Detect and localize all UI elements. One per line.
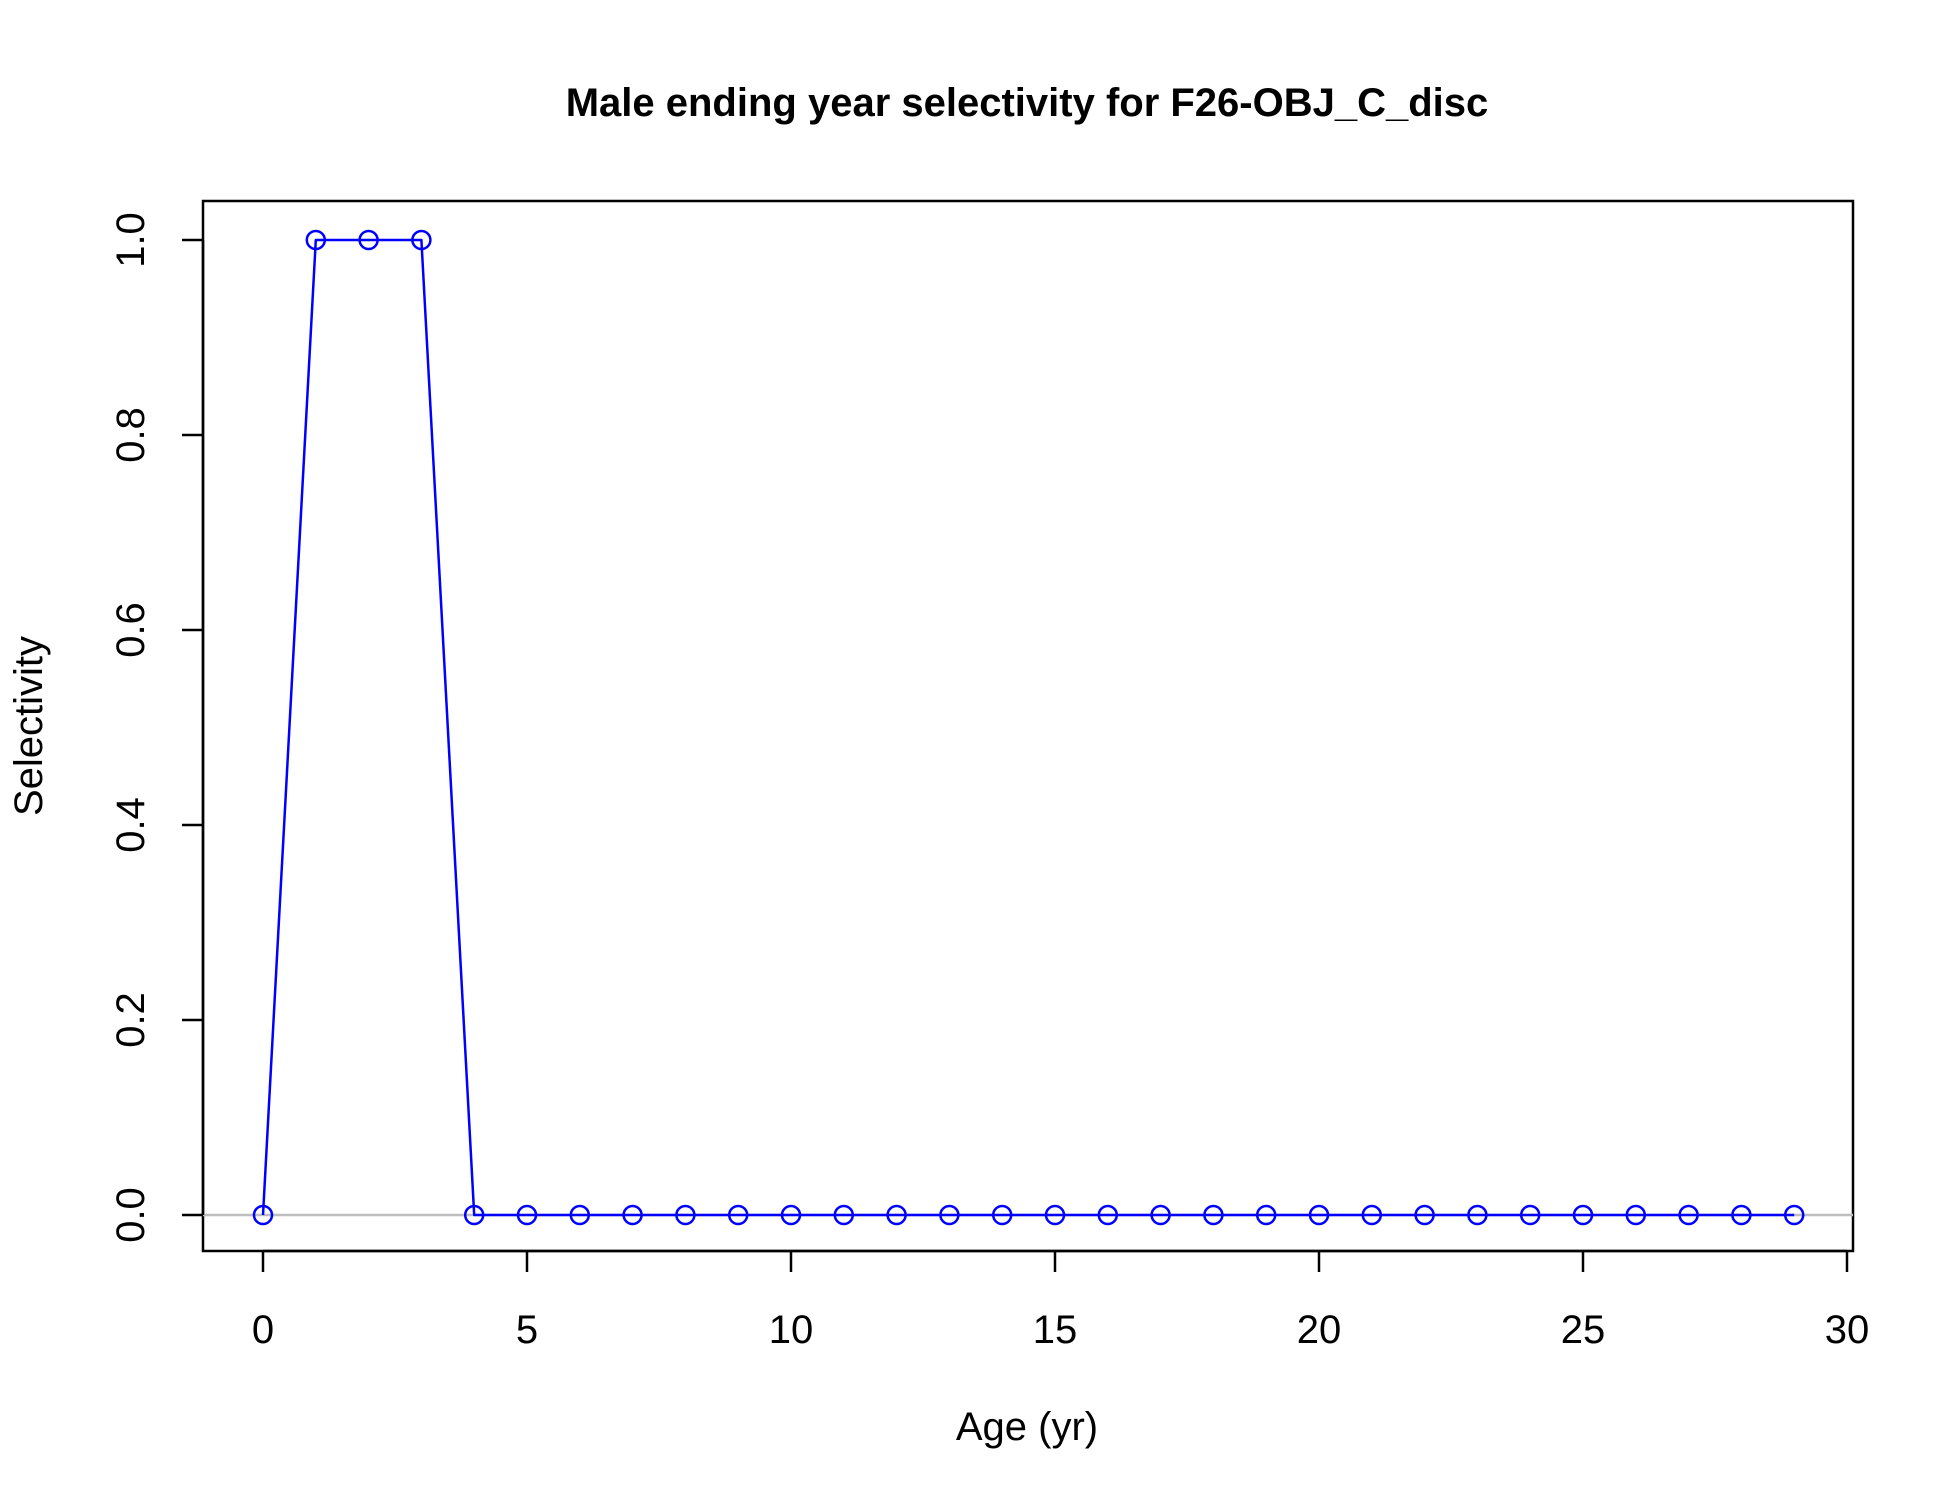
data-point	[991, 1204, 1013, 1226]
data-point	[622, 1204, 643, 1226]
data-point	[463, 1204, 485, 1226]
data-point	[675, 1204, 696, 1226]
data-point	[1467, 1204, 1488, 1226]
data-point	[1308, 1204, 1330, 1226]
data-point	[1150, 1204, 1171, 1226]
y-tick-label: 0.6	[109, 602, 153, 658]
data-point	[1678, 1204, 1699, 1226]
data-point	[939, 1204, 960, 1226]
data-point	[780, 1204, 802, 1226]
y-tick-label: 0.8	[109, 407, 153, 463]
x-axis-label: Age (yr)	[956, 1405, 1098, 1449]
data-point	[886, 1204, 907, 1226]
data-point	[1097, 1204, 1119, 1226]
x-tick-label: 30	[1825, 1308, 1870, 1352]
data-point	[1414, 1204, 1435, 1226]
data-point	[1572, 1204, 1594, 1226]
y-tick-label: 1.0	[109, 212, 153, 268]
y-tick-label: 0.4	[109, 797, 153, 853]
data-point	[1731, 1204, 1752, 1226]
series-layer	[252, 229, 1805, 1226]
y-tick-label: 0.0	[109, 1187, 153, 1243]
data-point	[1044, 1204, 1066, 1226]
data-point	[569, 1204, 591, 1226]
y-axis: 0.0 0.2 0.4 0.6 0.8 1.0	[109, 212, 205, 1243]
data-point	[358, 229, 379, 251]
x-tick-label: 15	[1033, 1308, 1078, 1352]
data-point	[305, 229, 327, 251]
data-point	[727, 1204, 749, 1226]
data-point	[252, 1204, 274, 1226]
data-point	[516, 1204, 538, 1226]
data-point	[411, 229, 432, 251]
chart-title: Male ending year selectivity for F26-OBJ…	[566, 81, 1489, 125]
x-tick-label: 5	[516, 1308, 538, 1352]
data-point	[1519, 1204, 1541, 1226]
y-axis-label: Selectivity	[7, 636, 51, 816]
x-tick-label: 10	[769, 1308, 814, 1352]
x-tick-label: 20	[1297, 1308, 1342, 1352]
data-point	[833, 1204, 855, 1226]
data-point	[1203, 1204, 1224, 1226]
data-point	[1361, 1204, 1383, 1226]
x-tick-label: 0	[252, 1308, 274, 1352]
data-point	[1625, 1204, 1647, 1226]
x-axis: 0 5 10 15 20 25 30	[252, 1249, 1870, 1352]
y-tick-label: 0.2	[109, 992, 153, 1048]
x-tick-label: 25	[1561, 1308, 1606, 1352]
data-point	[1783, 1204, 1805, 1226]
data-point	[1255, 1204, 1277, 1226]
